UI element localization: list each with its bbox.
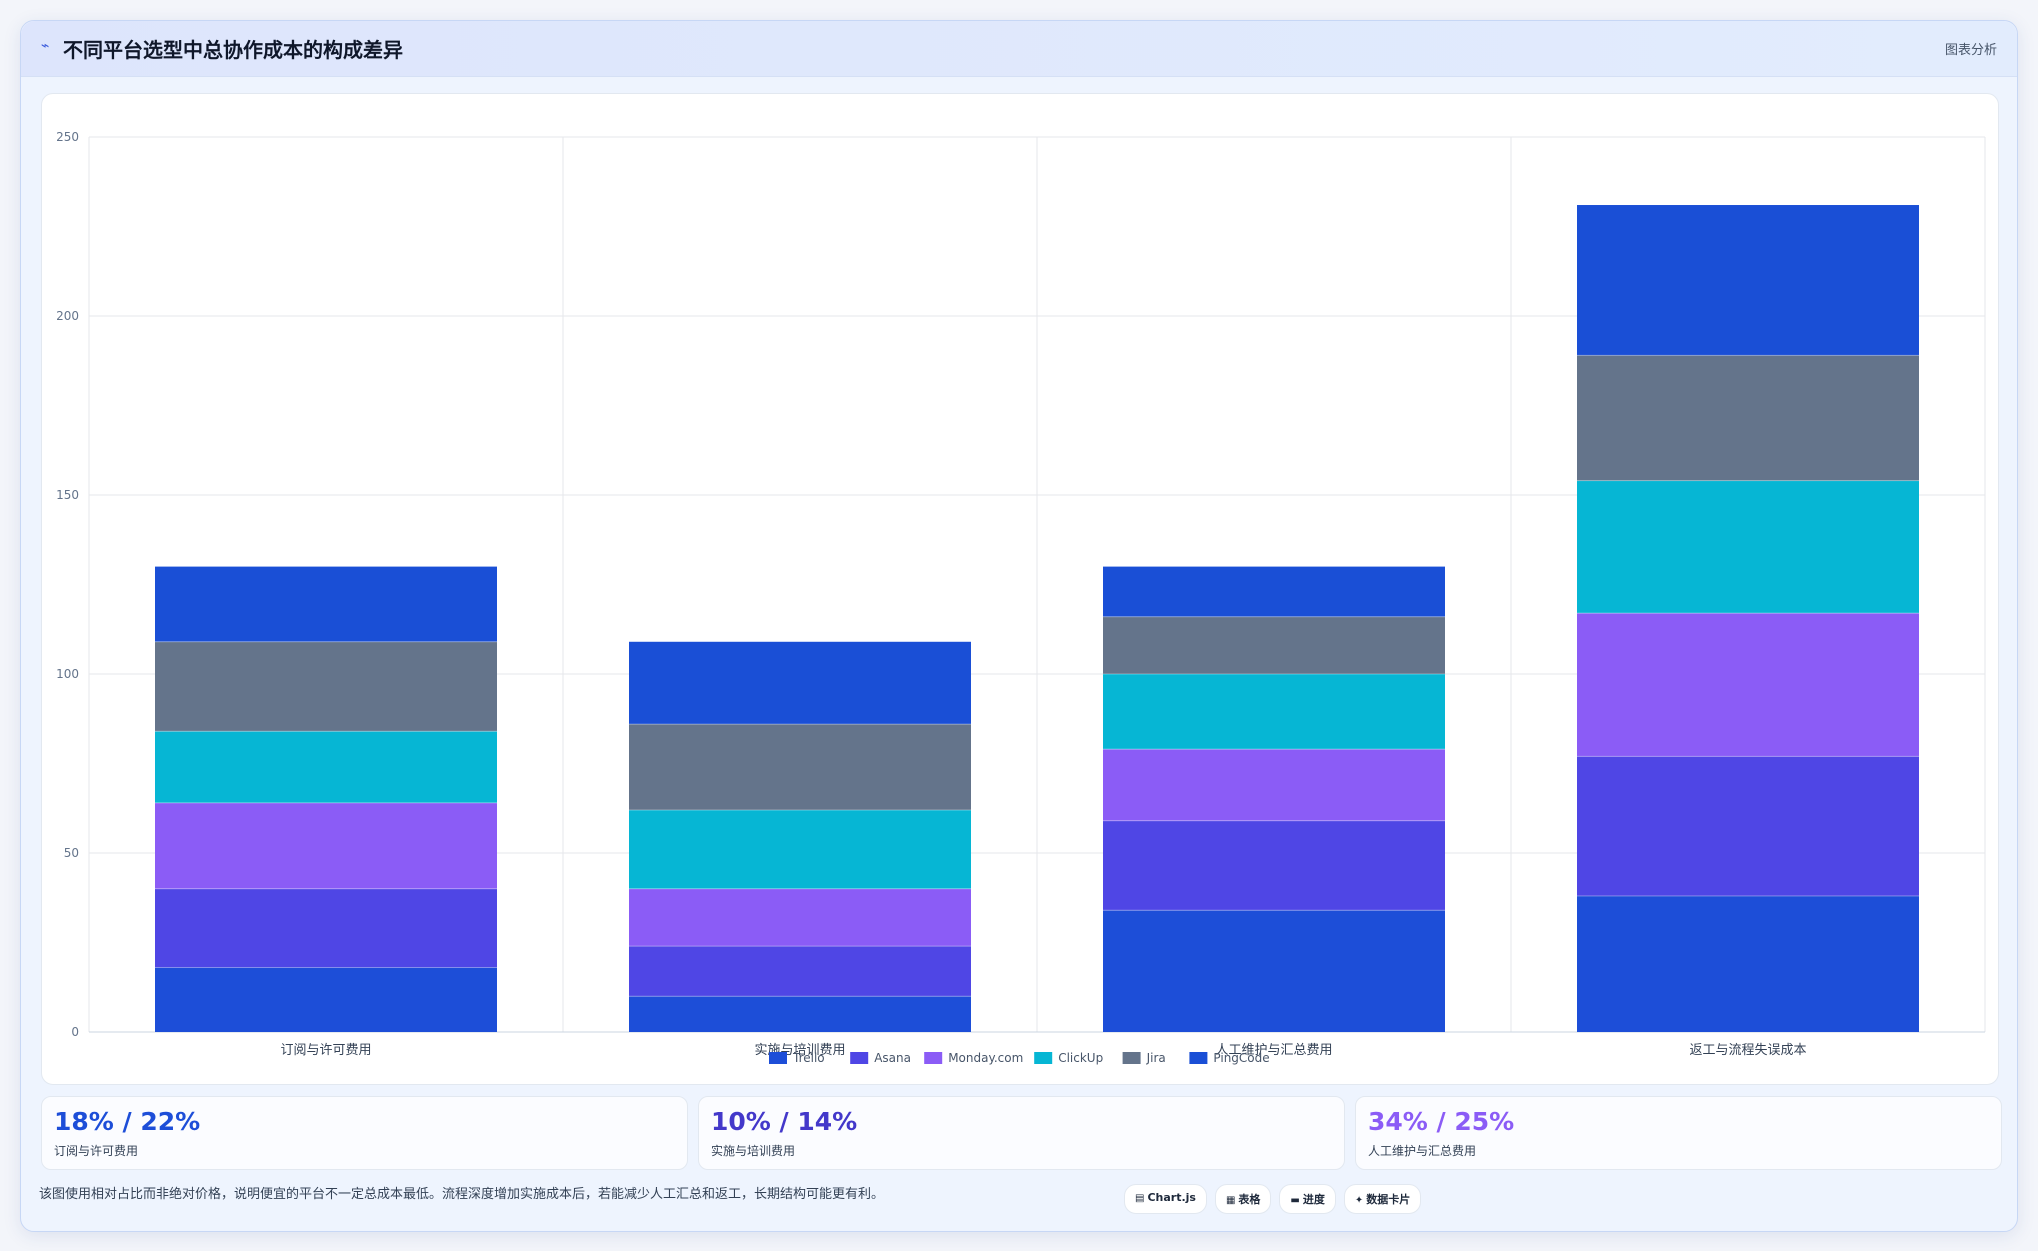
bar-segment <box>1103 616 1445 674</box>
stat-value: 18% / 22% <box>54 1107 201 1136</box>
pill-label: 表格 <box>1238 1193 1261 1206</box>
stat-label: 订阅与许可费用 <box>54 1144 139 1158</box>
bar-segment <box>1103 674 1445 750</box>
y-tick-label: 50 <box>64 846 79 860</box>
bar-segment <box>155 802 497 889</box>
bar-segment <box>155 731 497 803</box>
legend-swatch <box>924 1052 943 1064</box>
header: ⌁ 不同平台选型中总协作成本的构成差异 图表分析 <box>21 21 2017 77</box>
x-tick-label: 订阅与许可费用 <box>280 1043 371 1058</box>
y-tick-label: 0 <box>71 1025 79 1039</box>
view-switcher: ▤ Chart.js ▦ 表格 ▬ 进度 ✦ 数据卡片 <box>1124 1184 1422 1214</box>
chart-icon: ▤ <box>1135 1193 1145 1204</box>
bar-segment <box>1577 205 1919 356</box>
bar-segment <box>629 641 971 725</box>
bar-segment <box>1103 749 1445 821</box>
stat-label: 人工维护与汇总费用 <box>1368 1144 1477 1158</box>
legend-label: Monday.com <box>948 1051 1023 1065</box>
bar-segment <box>629 724 971 811</box>
pill-label: Chart.js <box>1147 1191 1196 1204</box>
legend-label: ClickUp <box>1058 1051 1103 1065</box>
bar-segment <box>1577 480 1919 614</box>
pill-label: 进度 <box>1302 1193 1325 1206</box>
pill-label: 数据卡片 <box>1366 1193 1411 1206</box>
sparkle-icon: ✦ <box>1354 1195 1364 1206</box>
stat-card-implementation: 10% / 14% 实施与培训费用 <box>698 1096 1345 1170</box>
header-tag: 图表分析 <box>1944 43 1997 58</box>
y-tick-label: 150 <box>56 488 79 502</box>
bar-segment <box>1577 895 1919 1032</box>
bar-segment <box>1103 566 1445 617</box>
legend-swatch <box>1122 1052 1141 1064</box>
x-tick-label: 人工维护与汇总费用 <box>1215 1043 1332 1058</box>
bar-segment <box>1577 756 1919 896</box>
pill-data-cards[interactable]: ✦ 数据卡片 <box>1343 1184 1422 1214</box>
bar-segment <box>629 946 971 997</box>
legend-swatch <box>850 1052 869 1064</box>
x-tick-label: 返工与流程失误成本 <box>1689 1043 1806 1058</box>
legend-label: Jira <box>1146 1051 1166 1065</box>
bar-segment <box>629 996 971 1032</box>
bar-segment <box>155 566 497 642</box>
chart-logo-icon: ⌁ <box>41 38 50 54</box>
legend-swatch <box>1034 1052 1053 1064</box>
bar-segment <box>155 888 497 968</box>
legend-label: PingCode <box>1213 1051 1269 1065</box>
bar-segment <box>1577 355 1919 481</box>
progress-icon: ▬ <box>1290 1195 1300 1206</box>
pill-chartjs[interactable]: ▤ Chart.js <box>1124 1184 1207 1214</box>
bar-segment <box>155 641 497 732</box>
legend-swatch <box>769 1052 787 1064</box>
y-tick-label: 200 <box>56 309 79 323</box>
stat-card-subscription: 18% / 22% 订阅与许可费用 <box>41 1096 688 1170</box>
legend-label: Trello <box>792 1051 825 1065</box>
bar-segment <box>1103 820 1445 911</box>
pill-table[interactable]: ▦ 表格 <box>1214 1184 1272 1214</box>
bar-segment <box>629 888 971 947</box>
bar-segment <box>155 967 497 1032</box>
legend-swatch <box>1189 1052 1208 1064</box>
table-icon: ▦ <box>1225 1195 1236 1206</box>
bar-segment <box>1103 910 1445 1032</box>
page-title: 不同平台选型中总协作成本的构成差异 <box>63 38 403 62</box>
footer-note: 该图使用相对占比而非绝对价格，说明便宜的平台不一定总成本最低。流程深度增加实施成… <box>39 1187 885 1202</box>
bar-segment <box>629 810 971 889</box>
app-window: ⌁ 不同平台选型中总协作成本的构成差异 图表分析 0 50 100 150 200 250… <box>20 20 2018 1232</box>
stat-label: 实施与培训费用 <box>711 1144 796 1158</box>
stat-value: 34% / 25% <box>1368 1107 1515 1136</box>
stat-card-maintenance: 34% / 25% 人工维护与汇总费用 <box>1355 1096 2002 1170</box>
y-tick-label: 250 <box>56 130 79 144</box>
pill-progress[interactable]: ▬ 进度 <box>1279 1184 1336 1214</box>
chart-card: 0 50 100 150 200 250 订阅与许可费用 实施与培训费用 人工维护与汇总费用 返工… <box>41 93 1999 1085</box>
y-tick-label: 100 <box>56 667 79 681</box>
legend-label: Asana <box>874 1051 911 1065</box>
stat-value: 10% / 14% <box>711 1107 858 1136</box>
bar-segment <box>1577 613 1919 757</box>
